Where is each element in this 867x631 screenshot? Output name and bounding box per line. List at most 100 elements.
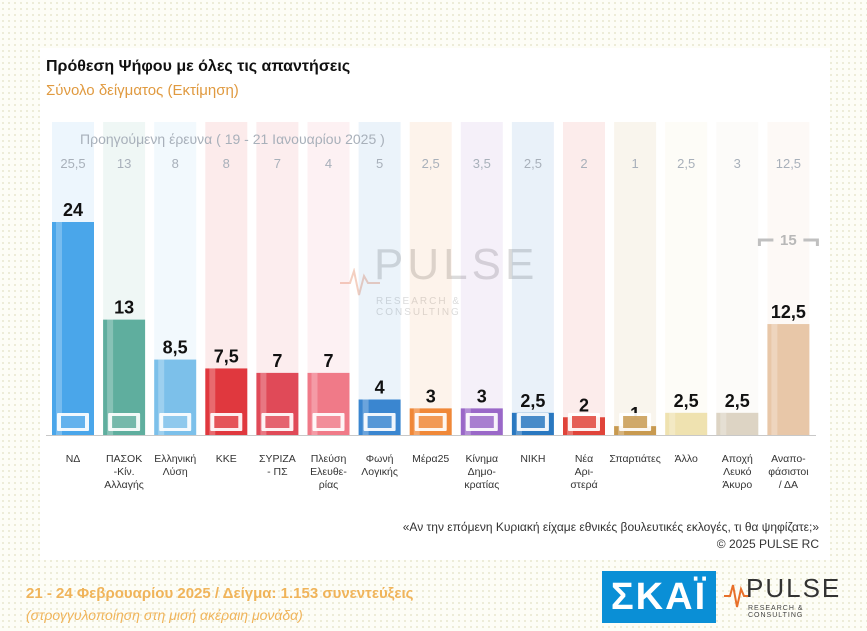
category-label: Νέα bbox=[575, 453, 593, 465]
previous-value-label: 25,5 bbox=[60, 156, 85, 171]
party-logo-mark bbox=[112, 416, 137, 428]
bar-value-label: 2,5 bbox=[520, 391, 545, 411]
column-stripe bbox=[563, 122, 605, 435]
footer-date-sample: 21 - 24 Φεβρουαρίου 2025 / Δείγμα: 1.153… bbox=[26, 585, 414, 602]
category-label: Λευκό bbox=[723, 466, 752, 478]
bar-value-label: 2,5 bbox=[674, 391, 699, 411]
category-label: Δημο- bbox=[468, 466, 497, 478]
bar-value-label: 7 bbox=[323, 351, 333, 371]
bar-value-label: 2 bbox=[579, 395, 589, 415]
party-logo-mark bbox=[61, 416, 85, 428]
bar-highlight bbox=[158, 359, 165, 435]
skai-logo: ΣΚΑΪ bbox=[602, 571, 716, 623]
party-logo-mark bbox=[367, 416, 392, 428]
bar-value-label: 7,5 bbox=[214, 346, 239, 366]
party-logo-mark bbox=[520, 416, 545, 428]
category-label: Μέρα25 bbox=[412, 453, 449, 465]
category-label: - ΠΣ bbox=[267, 466, 288, 478]
category-label: Αλλαγής bbox=[104, 479, 144, 491]
previous-value-label: 8 bbox=[172, 156, 179, 171]
bar bbox=[52, 222, 94, 435]
party-logo-mark bbox=[163, 416, 188, 428]
column-stripe bbox=[358, 122, 401, 435]
category-label: Αναπο- bbox=[771, 453, 806, 465]
party-logo-mark bbox=[418, 416, 443, 428]
category-label: ΝΙΚΗ bbox=[520, 453, 545, 465]
bar-value-label: 12,5 bbox=[771, 302, 806, 322]
bar-highlight bbox=[720, 412, 727, 435]
category-label: Άκυρο bbox=[722, 479, 752, 491]
bar-value-label: 3 bbox=[477, 386, 487, 406]
bracket-left bbox=[757, 238, 774, 246]
category-label: φάσιστοι bbox=[768, 466, 809, 478]
party-logo-mark bbox=[316, 416, 341, 428]
survey-question: «Αν την επόμενη Κυριακή είχαμε εθνικές β… bbox=[402, 520, 819, 534]
column-stripe bbox=[511, 122, 554, 435]
column-stripe bbox=[665, 122, 708, 435]
column-stripe bbox=[460, 122, 503, 435]
party-logo-mark bbox=[469, 416, 494, 428]
category-label: Αρι- bbox=[575, 466, 594, 478]
previous-value-label: 2,5 bbox=[422, 156, 440, 171]
column-stripe bbox=[716, 122, 759, 435]
previous-value-label: 2 bbox=[580, 156, 587, 171]
category-label: Αποχή bbox=[722, 453, 753, 465]
bar-value-label: 8,5 bbox=[163, 338, 188, 358]
bar-value-label: 4 bbox=[375, 378, 385, 398]
category-label: Κίνημα bbox=[466, 453, 499, 465]
party-logo-mark bbox=[265, 416, 290, 428]
category-label: Λύση bbox=[163, 466, 188, 478]
category-label: Ελευθε- bbox=[310, 466, 347, 478]
bar bbox=[767, 324, 810, 435]
category-label: κρατίας bbox=[464, 479, 499, 491]
pulse-watermark: PULSE RESEARCH & CONSULTING bbox=[340, 240, 550, 320]
bracket-right bbox=[803, 238, 819, 246]
bracket-total-label: 15 bbox=[780, 232, 797, 249]
chart-title: Πρόθεση Ψήφου με όλες τις απαντήσεις bbox=[46, 58, 351, 75]
previous-value-label: 13 bbox=[117, 156, 131, 171]
bar-highlight bbox=[56, 222, 62, 435]
bar-value-label: 13 bbox=[114, 298, 134, 318]
category-label: ΣΥΡΙΖΑ bbox=[259, 453, 296, 465]
category-label: Λογικής bbox=[361, 466, 398, 478]
previous-value-label: 12,5 bbox=[776, 156, 801, 171]
previous-value-label: 4 bbox=[325, 156, 332, 171]
category-label: Φωνή bbox=[366, 453, 394, 465]
category-label: Άλλο bbox=[675, 453, 698, 465]
category-label: στερά bbox=[570, 479, 597, 491]
category-label: / ΔΑ bbox=[779, 479, 798, 491]
footer-rounding-note: (στρογγυλοποίηση στη μισή ακέραιη μονάδα… bbox=[26, 607, 303, 623]
pulse-logo: PULSE RESEARCH & CONSULTING bbox=[724, 571, 856, 623]
bar-value-label: 7 bbox=[272, 351, 282, 371]
bar-highlight bbox=[107, 319, 114, 435]
bar-highlight bbox=[311, 372, 318, 435]
copyright-note: © 2025 PULSE RC bbox=[716, 537, 819, 551]
previous-value-label: 8 bbox=[223, 156, 230, 171]
bar-highlight bbox=[260, 372, 267, 435]
watermark-sub: RESEARCH & CONSULTING bbox=[376, 296, 462, 318]
bar-value-label: 24 bbox=[63, 200, 83, 220]
party-logo-mark bbox=[572, 416, 596, 428]
previous-value-label: 3,5 bbox=[473, 156, 491, 171]
category-label: ΚΚΕ bbox=[216, 453, 237, 465]
category-label: Ελληνική bbox=[154, 453, 196, 465]
previous-value-label: 2,5 bbox=[677, 156, 695, 171]
bar-highlight bbox=[209, 368, 216, 435]
chart-panel bbox=[40, 48, 830, 560]
category-label: ρίας bbox=[319, 479, 338, 491]
previous-value-label: 2,5 bbox=[524, 156, 542, 171]
bar-highlight bbox=[771, 324, 778, 435]
previous-value-label: 3 bbox=[734, 156, 741, 171]
chart-subtitle: Σύνολο δείγματος (Εκτίμηση) bbox=[46, 82, 239, 99]
category-label: ΝΔ bbox=[66, 453, 81, 465]
party-logo-mark bbox=[623, 416, 648, 428]
watermark-word: PULSE bbox=[374, 240, 539, 289]
pulse-wave-icon bbox=[340, 268, 380, 296]
bar-value-label: 2,5 bbox=[725, 391, 750, 411]
bar bbox=[665, 412, 708, 435]
pulse-logo-word: PULSE bbox=[746, 573, 842, 603]
previous-value-label: 5 bbox=[376, 156, 383, 171]
previous-value-label: 7 bbox=[274, 156, 281, 171]
bar bbox=[716, 412, 759, 435]
